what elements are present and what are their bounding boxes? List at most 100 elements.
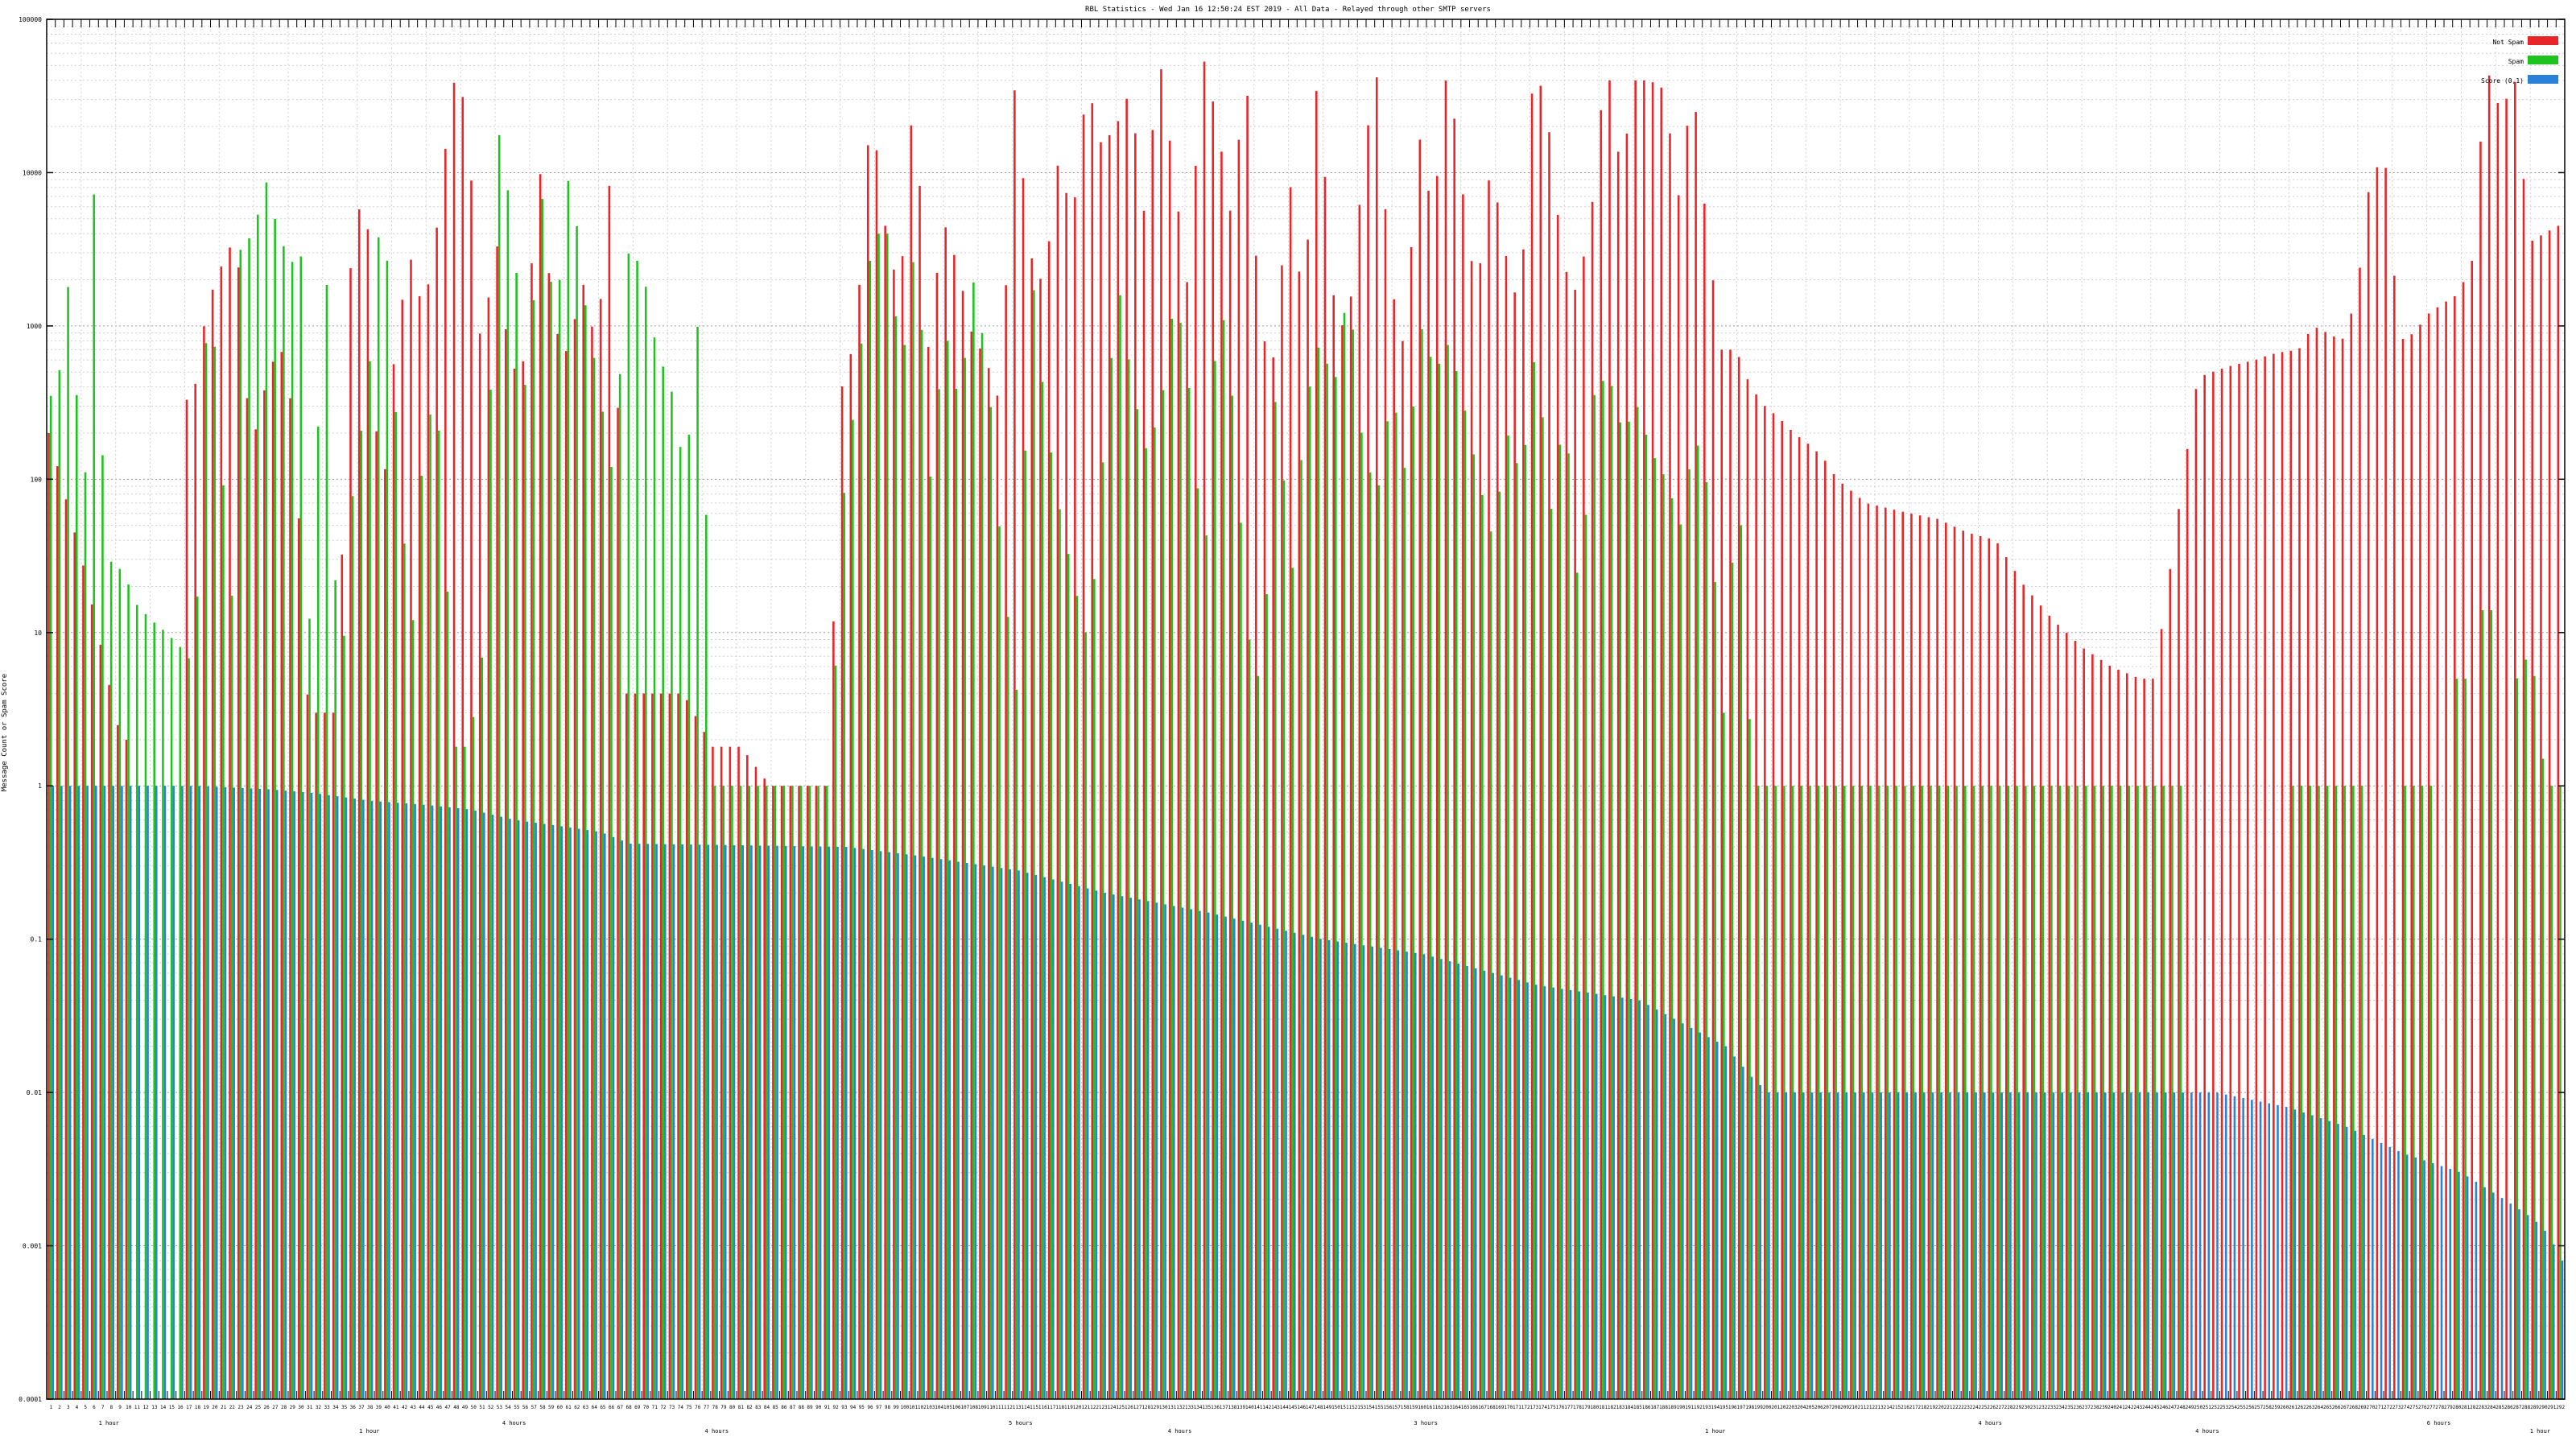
score-bar [1715,1042,1719,1399]
spam-bar [1110,357,1113,1399]
x-tick-label: 17 [186,1405,192,1410]
spam-bar [1127,359,1130,1400]
spam-bar [1972,786,1975,1399]
x-tick-label: 31 [307,1405,313,1410]
not-spam-bar [1815,451,1818,1399]
score-bar [1113,894,1115,1399]
spam-bar [1179,322,1182,1399]
not-spam-bar [539,174,542,1399]
spam-bar [877,233,880,1399]
not-spam-bar [745,755,749,1399]
not-spam-bar [297,518,300,1399]
spam-bar [2179,786,2182,1399]
x-group-label: 1 hour [2530,1428,2550,1435]
score-bar [1319,939,1322,1399]
x-tick-label: 96 [867,1405,873,1410]
spam-bar [2318,786,2320,1399]
x-tick-label: 238 [2091,1405,2099,1410]
not-spam-bar [2273,353,2275,1400]
x-tick-label: 119 [1064,1405,1073,1410]
spam-bar [1067,554,1070,1399]
spam-bar [1162,390,1165,1399]
not-spam-bar [90,604,93,1399]
score-bar [2475,1182,2478,1399]
score-bar [1854,1092,1856,1399]
score-bar [1294,932,1296,1399]
x-tick-label: 93 [841,1405,848,1410]
not-spam-bar [815,786,818,1399]
not-spam-bar [1565,271,1568,1400]
score-bar [2061,1092,2063,1399]
not-spam-bar [2350,313,2353,1399]
not-spam-bar [1695,112,1697,1399]
not-spam-bar [1971,534,1973,1399]
x-tick-label: 152 [1348,1405,1357,1410]
spam-bar [2050,786,2053,1399]
x-tick-label: 86 [781,1405,787,1410]
x-tick-label: 286 [2504,1405,2513,1410]
score-bar [2138,1092,2141,1399]
score-bar [2458,1171,2460,1399]
x-tick-label: 116 [1038,1405,1047,1410]
spam-bar [1274,402,1277,1399]
score-bar [1078,886,1080,1399]
not-spam-bar [608,185,611,1399]
x-tick-label: 203 [1789,1405,1798,1410]
not-spam-bar [1047,241,1051,1399]
score-bar [1207,912,1210,1399]
not-spam-bar [1220,151,1223,1399]
score-bar [1957,1092,1960,1399]
spam-bar [93,194,95,1400]
x-tick-label: 8 [110,1405,114,1410]
spam-bar [1498,491,1501,1399]
x-tick-label: 173 [1530,1405,1538,1410]
score-bar [526,821,529,1399]
x-tick-label: 32 [316,1405,322,1410]
x-tick-label: 133 [1185,1405,1194,1410]
legend-label: Spam [2508,58,2524,65]
not-spam-bar [1056,165,1059,1399]
not-spam-bar [2531,240,2534,1400]
score-bar [1199,910,1201,1399]
score-bar [2156,1092,2158,1399]
not-spam-bar [246,398,249,1399]
spam-bar [472,716,475,1399]
spam-bar [1438,363,1441,1399]
score-bar [543,824,546,1399]
score-bar [1457,964,1460,1399]
score-bar [2405,1154,2409,1399]
spam-bar [1386,421,1389,1399]
score-bar [1336,941,1340,1399]
x-tick-label: 269 [2358,1405,2367,1410]
spam-bar [1412,407,1414,1399]
not-spam-bar [1885,507,1887,1399]
score-bar [612,836,615,1399]
x-tick-label: 279 [2444,1405,2453,1410]
x-tick-label: 78 [712,1405,719,1410]
x-tick-label: 175 [1547,1405,1556,1410]
x-tick-label: 207 [1823,1405,1832,1410]
x-tick-label: 91 [824,1405,831,1410]
score-bar [1069,884,1072,1399]
not-spam-bar [1281,265,1283,1399]
not-spam-bar [1616,151,1620,1400]
score-bar [836,846,839,1399]
x-group-label: 1 hour [99,1420,119,1426]
spam-bar [84,472,87,1399]
x-tick-label: 283 [2479,1405,2487,1410]
score-bar [1104,893,1106,1399]
spam-bar [1059,509,1061,1399]
score-bar [1889,1092,1891,1399]
spam-bar [1610,386,1613,1399]
spam-bar [1981,786,1984,1399]
x-tick-label: 204 [1798,1405,1806,1410]
spam-bar [213,346,216,1399]
spam-bar [1904,786,1906,1399]
not-spam-bar [712,746,714,1399]
score-bar [1233,919,1236,1399]
spam-bar [1015,689,1018,1399]
x-tick-label: 267 [2340,1405,2349,1410]
spam-bar [127,584,130,1399]
not-spam-bar [505,329,507,1399]
x-tick-label: 212 [1866,1405,1875,1410]
